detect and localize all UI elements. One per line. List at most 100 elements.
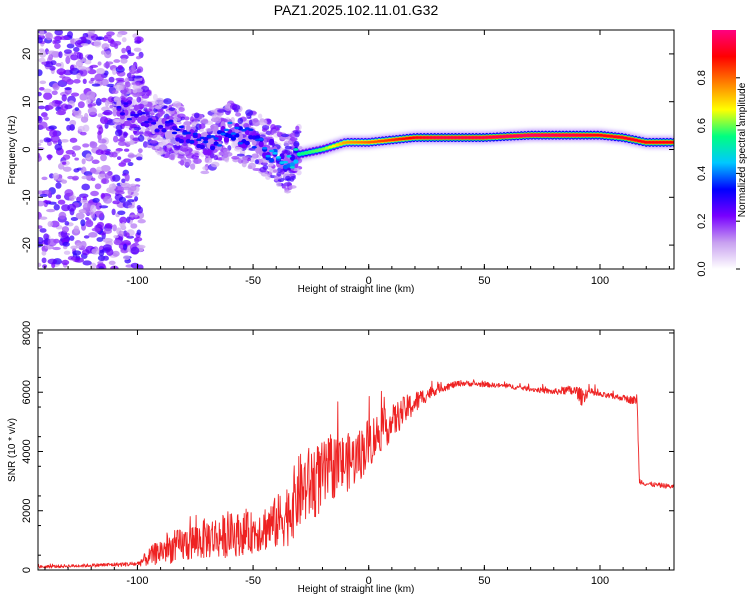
spectrogram-noise-cell bbox=[67, 203, 77, 212]
spectrogram-noise-cell bbox=[75, 212, 85, 220]
spectrogram-spread-cell bbox=[123, 131, 128, 138]
spectrogram-noise-cell bbox=[136, 229, 142, 236]
spectrogram-spread-cell bbox=[288, 185, 297, 189]
spectrogram-spread-cell bbox=[141, 94, 150, 99]
spectrogram-spread-cell bbox=[261, 128, 268, 132]
spectrogram-ridge-cell bbox=[216, 144, 223, 147]
spectrogram-noise-cell bbox=[55, 194, 62, 200]
spectrogram-spread-cell bbox=[236, 153, 245, 157]
spectrogram-noise-cell bbox=[38, 48, 45, 52]
spectrogram-noise-cell bbox=[127, 204, 135, 209]
spectrogram-ridge-cell bbox=[116, 105, 122, 109]
spectrogram-ridge-cell bbox=[203, 140, 209, 144]
spectrogram-spread-cell bbox=[217, 109, 226, 113]
spectrogram-noise-cell bbox=[90, 77, 95, 82]
colorbar-label: Normalized spectral amplitude bbox=[737, 82, 748, 217]
spectrogram-noise-cell bbox=[104, 172, 111, 179]
spectrogram-noise-cell bbox=[97, 132, 102, 141]
spectrogram-noise-cell bbox=[106, 83, 115, 88]
spectrogram-noise-cell bbox=[38, 225, 43, 229]
spectrogram-noise-cell bbox=[98, 249, 105, 257]
spectrogram-ridge-cell bbox=[248, 128, 254, 131]
spectrogram-noise-cell bbox=[70, 245, 78, 250]
spectrogram-spread-cell bbox=[135, 82, 141, 86]
spectrogram-noise-cell bbox=[122, 255, 131, 261]
spectrogram-noise-cell bbox=[38, 262, 42, 268]
spectrogram-noise-cell bbox=[101, 78, 109, 87]
x-tick-label: 50 bbox=[478, 575, 490, 587]
spectrogram-ridge-cell bbox=[227, 133, 233, 139]
spectrogram-noise-cell bbox=[61, 94, 67, 102]
spectrogram-spread-cell bbox=[283, 140, 291, 147]
spectrogram-noise-cell bbox=[57, 178, 65, 182]
spectrogram-ridge-cell bbox=[251, 145, 257, 149]
spectrogram-noise-cell bbox=[69, 64, 75, 71]
spectrogram-ridge-cell bbox=[234, 126, 240, 130]
spectrogram-spread-cell bbox=[166, 144, 171, 149]
spectrogram-noise-cell bbox=[93, 39, 102, 48]
spectrogram-spread-cell bbox=[259, 166, 267, 173]
spectrogram-spread-cell bbox=[231, 104, 241, 111]
spectrogram-noise-cell bbox=[38, 116, 43, 124]
spectrogram-noise-cell bbox=[133, 47, 142, 52]
spectrogram-noise-cell bbox=[60, 138, 69, 143]
colorbar-tick-label: 0.8 bbox=[696, 70, 708, 85]
spectrogram-noise-cell bbox=[111, 208, 116, 216]
spectrogram-spread-cell bbox=[213, 116, 222, 124]
spectrogram-noise-cell bbox=[118, 230, 125, 237]
spectrogram-noise-cell bbox=[100, 178, 110, 185]
spectrogram-ridge-cell bbox=[286, 154, 292, 158]
spectrogram-spread-cell bbox=[152, 93, 158, 101]
spectrogram-spread-cell bbox=[134, 88, 143, 93]
spectrogram-noise-cell bbox=[108, 260, 116, 265]
y-tick-label: -20 bbox=[21, 237, 33, 253]
spectrogram-noise-cell bbox=[63, 250, 71, 255]
spectrogram-noise-cell bbox=[54, 43, 61, 49]
spectrogram-noise-cell bbox=[116, 33, 123, 38]
spectrogram-noise-cell bbox=[82, 78, 87, 85]
spectrogram-noise-cell bbox=[65, 56, 71, 65]
spectrogram-spread-cell bbox=[237, 117, 244, 124]
spectrogram-noise-cell bbox=[66, 43, 75, 49]
spectrogram-noise-cell bbox=[69, 197, 75, 202]
colorbar-tick-label: 0.0 bbox=[696, 261, 708, 276]
colorbar: 0.0 0.2 0.4 0.6 0.8 Normalized spectral ampl… bbox=[696, 30, 748, 277]
spectrogram-ridge-cell bbox=[185, 133, 191, 141]
spectrogram-ridge-cell bbox=[237, 141, 243, 145]
spectrogram-noise-cell bbox=[116, 156, 122, 161]
spectrogram-noise-cell bbox=[54, 143, 63, 151]
spectrogram-noise-cell bbox=[134, 237, 140, 244]
spectrogram-spread-cell bbox=[254, 159, 260, 165]
spectrogram-noise-cell bbox=[85, 153, 92, 161]
spectrogram-noise-cell bbox=[44, 105, 54, 111]
spectrogram-noise-cell bbox=[94, 73, 104, 82]
spectrogram-noise-cell bbox=[103, 62, 111, 69]
spectrogram-noise-cell bbox=[73, 78, 81, 84]
spectrogram-spread-cell bbox=[283, 182, 292, 187]
spectrogram-spread-cell bbox=[173, 144, 181, 151]
spectrogram-noise-cell bbox=[70, 92, 80, 97]
spectrogram-spread-cell bbox=[140, 99, 148, 106]
spectrogram-spread-cell bbox=[112, 90, 119, 95]
spectrogram-noise-cell bbox=[62, 166, 72, 172]
spectrogram-spread-cell bbox=[157, 137, 165, 141]
spectrogram-noise-cell bbox=[64, 117, 71, 122]
spectrogram-ridge-cell bbox=[178, 138, 184, 144]
spectrogram-noise-cell bbox=[61, 76, 72, 83]
spectrogram-spread-cell bbox=[144, 108, 153, 112]
spectrogram-noise-cell bbox=[52, 246, 61, 251]
spectrogram-spread-cell bbox=[210, 161, 220, 168]
spectrogram-noise-cell bbox=[81, 158, 86, 165]
spectrogram-noise-cell bbox=[99, 116, 109, 124]
spectrogram-spread-cell bbox=[202, 118, 209, 124]
spectrogram-noise-cell bbox=[80, 240, 87, 249]
figure-title: PAZ1.2025.102.11.01.G32 bbox=[274, 2, 439, 18]
spectrogram-noise-cell bbox=[43, 88, 52, 93]
spectrogram-noise-cell bbox=[59, 35, 70, 41]
spectrogram-noise-cell bbox=[64, 104, 73, 110]
spectrogram-noise-cell bbox=[82, 202, 91, 211]
spectrogram-noise-cell bbox=[121, 47, 126, 54]
spectrogram-noise-cell bbox=[52, 172, 59, 180]
spectrogram-ridge-cell bbox=[230, 132, 237, 135]
spectrogram-noise-cell bbox=[80, 43, 89, 47]
